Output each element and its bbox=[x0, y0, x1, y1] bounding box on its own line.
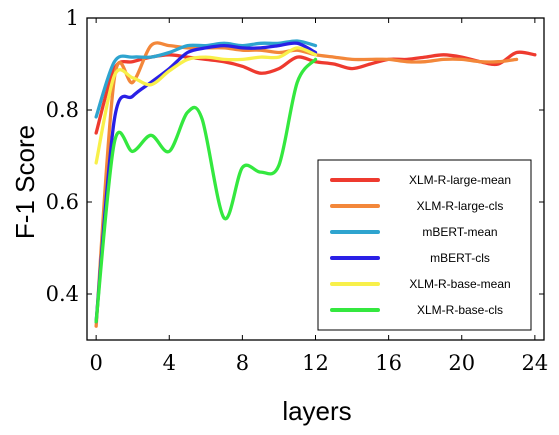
series-line-xlm-r-base-mean bbox=[94, 46, 318, 165]
legend-label: mBERT-cls bbox=[430, 251, 490, 265]
x-tick-label: 24 bbox=[521, 351, 548, 375]
series-line-mbert-mean bbox=[94, 39, 318, 119]
y-tick-label: 0.8 bbox=[46, 98, 79, 122]
plot-area bbox=[94, 39, 537, 328]
x-tick-label: 4 bbox=[163, 351, 176, 375]
legend-label: XLM-R-base-cls bbox=[417, 303, 503, 317]
y-tick-label: 0.4 bbox=[46, 282, 79, 306]
x-tick-label: 20 bbox=[448, 351, 475, 375]
x-tick-label: 16 bbox=[375, 351, 402, 375]
legend-label: XLM-R-base-mean bbox=[409, 277, 510, 291]
x-tick-label: 0 bbox=[89, 351, 102, 375]
x-tick-label: 8 bbox=[236, 351, 249, 375]
y-tick-label: 1 bbox=[66, 6, 79, 30]
series-line-xlm-r-large-mean bbox=[94, 50, 537, 135]
y-axis-title: F-1 Score bbox=[10, 125, 40, 239]
y-tick-label: 0.6 bbox=[46, 190, 79, 214]
legend-label: XLM-R-large-mean bbox=[409, 173, 511, 187]
x-axis-title: layers bbox=[282, 396, 351, 426]
legend: XLM-R-large-mean XLM-R-large-cls mBERT-mea… bbox=[317, 159, 532, 331]
series-line-xlm-r-base-cls bbox=[94, 57, 318, 324]
series-line-xlm-r-large-cls bbox=[94, 41, 519, 328]
series-line-mbert-cls bbox=[94, 41, 318, 324]
legend-box bbox=[317, 159, 532, 331]
legend-label: mBERT-mean bbox=[422, 225, 497, 239]
axes: 0 4 8 12 16 20 24 0.4 0.6 0.8 1 bbox=[46, 6, 549, 375]
x-tick-label: 12 bbox=[302, 351, 329, 375]
legend-label: XLM-R-large-cls bbox=[417, 199, 504, 213]
